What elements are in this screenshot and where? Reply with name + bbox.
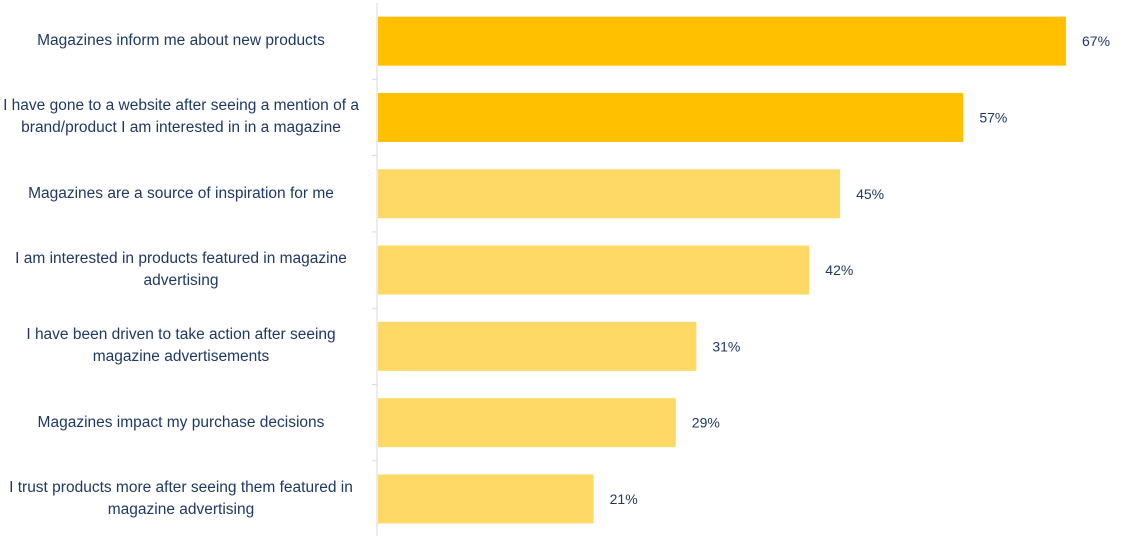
value-label-3: 45% [856, 186, 884, 202]
category-label-7: I trust products more after seeing them … [0, 461, 362, 537]
value-label-6: 29% [692, 415, 720, 431]
bar-2 [378, 92, 964, 142]
category-label-text: Magazines are a source of inspiration fo… [28, 184, 334, 202]
category-label-2: I have gone to a website after seeing a … [0, 79, 362, 155]
category-label-text: Magazines impact my purchase decisions [37, 413, 325, 431]
bar-1 [378, 16, 1066, 66]
category-label-1: Magazines inform me about new products [0, 3, 362, 79]
bar-6 [378, 398, 676, 448]
bar-5 [378, 321, 697, 371]
category-label-6: Magazines impact my purchase decisions [0, 385, 362, 461]
category-label-text: I trust products more after seeing them … [9, 478, 353, 518]
value-label-2: 57% [979, 109, 1007, 125]
category-label-text: I am interested in products featured in … [15, 250, 347, 290]
bar-4 [378, 245, 810, 295]
value-label-4: 42% [825, 262, 853, 278]
category-label-5: I have been driven to take action after … [0, 308, 362, 384]
value-label-7: 21% [610, 491, 638, 507]
value-label-5: 31% [712, 338, 740, 354]
category-label-text: I have gone to a website after seeing a … [3, 97, 359, 137]
bar-3 [378, 169, 841, 219]
category-label-3: Magazines are a source of inspiration fo… [0, 156, 362, 232]
bar-7 [378, 474, 594, 524]
category-label-text: Magazines inform me about new products [37, 32, 325, 50]
category-label-text: I have been driven to take action after … [26, 326, 336, 366]
category-label-4: I am interested in products featured in … [0, 232, 362, 308]
value-label-1: 67% [1082, 33, 1110, 49]
